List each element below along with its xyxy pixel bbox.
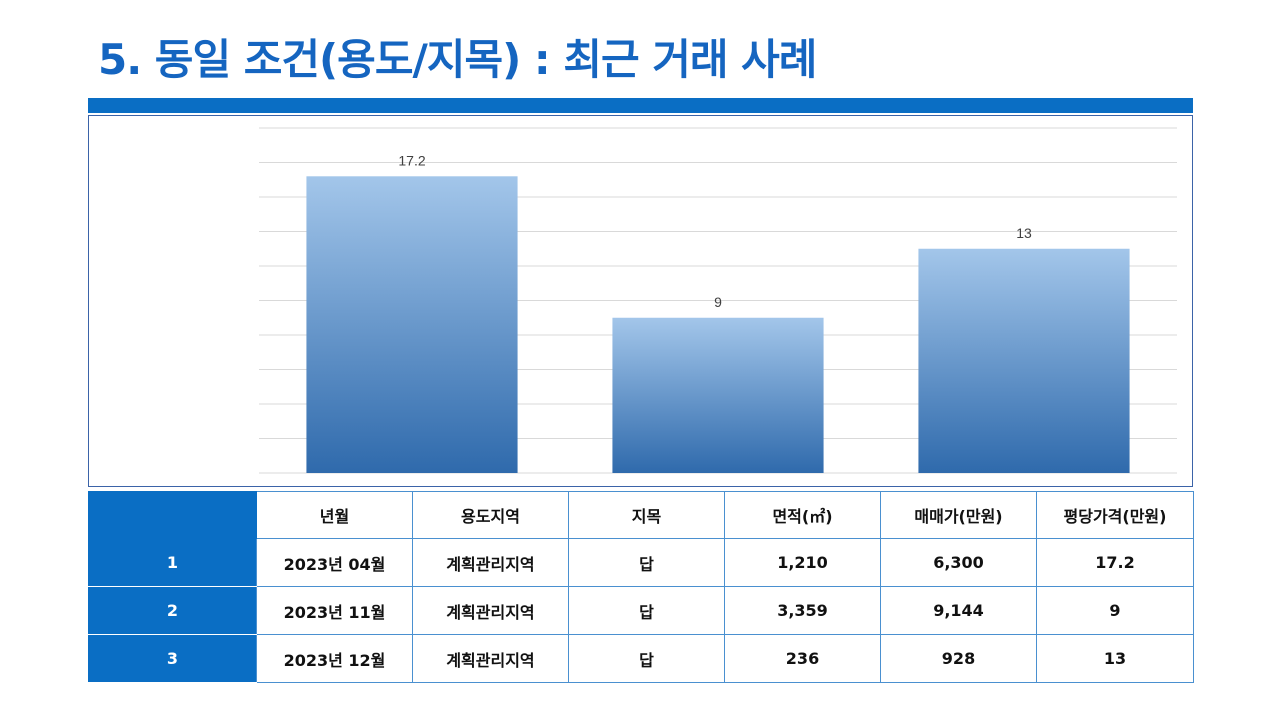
cell-sale-price: 9,144 [880,586,1037,635]
cell-land-category: 답 [568,634,725,683]
table-row: 2 2023년 11월 계획관리지역 답 3,359 9,144 9 [88,586,1194,635]
table-row: 1 2023년 04월 계획관리지역 답 1,210 6,300 17.2 [88,538,1194,587]
cell-zoning: 계획관리지역 [412,586,569,635]
cell-zoning: 계획관리지역 [412,538,569,587]
cell-price-per-pyeong: 13 [1036,634,1194,683]
header-land-category: 지목 [568,491,725,539]
cell-zoning: 계획관리지역 [412,634,569,683]
bar-1 [306,176,518,474]
bar-2 [612,317,824,473]
cell-year-month: 2023년 04월 [256,538,413,587]
data-label-1: 17.2 [398,152,425,168]
row-index: 2 [88,586,257,635]
row-index: 3 [88,634,257,683]
bar-chart: 17.2 9 13 [259,127,1177,474]
cell-price-per-pyeong: 17.2 [1036,538,1194,587]
header-zoning: 용도지역 [412,491,569,539]
header-year-month: 년월 [256,491,413,539]
cell-land-category: 답 [568,538,725,587]
header-price-per-pyeong: 평당가격(만원) [1036,491,1194,539]
cell-price-per-pyeong: 9 [1036,586,1194,635]
chart-data-labels: 17.2 9 13 [398,152,1032,309]
cell-area: 1,210 [724,538,881,587]
chart-bars [306,176,1130,474]
table-row: 3 2023년 12월 계획관리지역 답 236 928 13 [88,634,1194,683]
header-area: 면적(㎡) [724,491,881,539]
table-header-row: 년월 용도지역 지목 면적(㎡) 매매가(만원) 평당가격(만원) [88,491,1194,539]
bar-3 [918,248,1130,473]
chart-frame: 17.2 9 13 [88,115,1193,487]
cell-year-month: 2023년 12월 [256,634,413,683]
data-label-3: 13 [1016,225,1032,241]
header-sale-price: 매매가(만원) [880,491,1037,539]
cell-year-month: 2023년 11월 [256,586,413,635]
cell-area: 236 [724,634,881,683]
cell-area: 3,359 [724,586,881,635]
cell-land-category: 답 [568,586,725,635]
transactions-table: 년월 용도지역 지목 면적(㎡) 매매가(만원) 평당가격(만원) 1 2023… [88,491,1194,683]
cell-sale-price: 928 [880,634,1037,683]
table-corner-cell [88,491,257,539]
row-index: 1 [88,538,257,587]
cell-sale-price: 6,300 [880,538,1037,587]
page-title: 5. 동일 조건(용도/지목) : 최근 거래 사례 [98,35,817,84]
data-label-2: 9 [714,294,722,310]
title-underline-bar [88,98,1193,113]
